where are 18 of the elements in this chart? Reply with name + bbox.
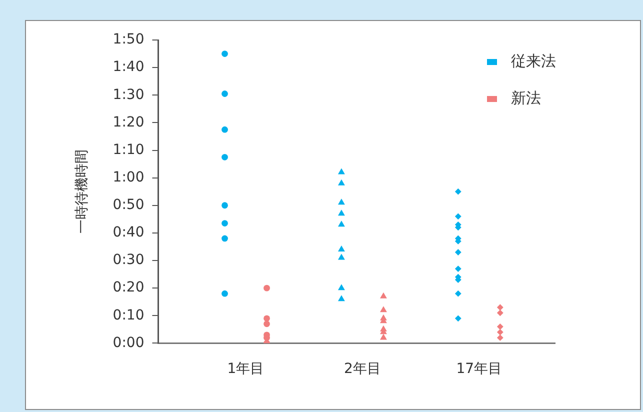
- y-tick-label: 1:40: [112, 59, 144, 76]
- y-tick-label: 1:30: [112, 86, 144, 103]
- x-tick-label: 2年目: [344, 361, 381, 378]
- y-tick-label: 1:00: [112, 169, 144, 186]
- y-tick-label: 0:50: [112, 197, 144, 214]
- y-tick-label: 1:10: [112, 142, 144, 158]
- y-tick-label: 0:20: [112, 280, 144, 296]
- y-axis-title: 一時待機時間: [74, 150, 90, 234]
- x-tick-label: 1年目: [227, 361, 264, 378]
- x-tick-label: 17年目: [456, 361, 502, 378]
- y-tick-label: 1:50: [112, 32, 144, 48]
- y-tick-label: 0:10: [112, 307, 144, 324]
- legend-label: 新法: [511, 89, 541, 108]
- y-tick-label: 1:20: [112, 114, 144, 130]
- legend-label: 従来法: [511, 52, 556, 71]
- y-tick-label: 0:30: [112, 252, 144, 268]
- y-tick-label: 0:40: [112, 224, 144, 241]
- y-tick-label: 0:00: [112, 334, 144, 351]
